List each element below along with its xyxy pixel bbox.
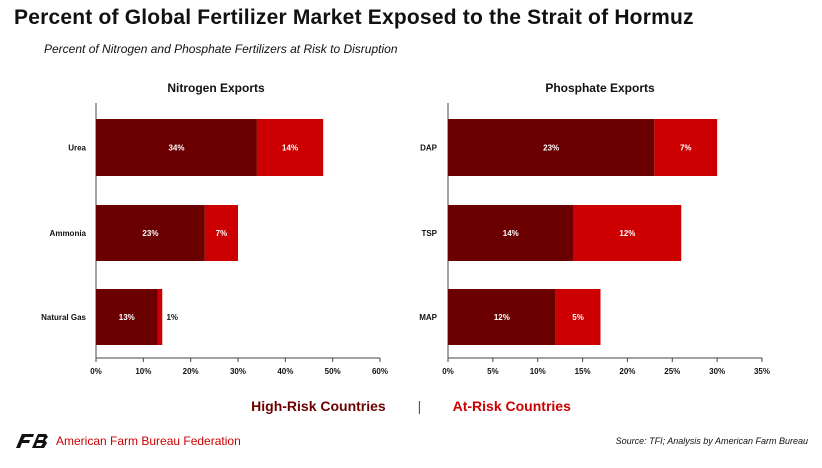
bar-at-risk [654,119,718,176]
x-tick-label: 15% [575,367,591,376]
x-tick-label: 40% [277,367,293,376]
bar-at-risk [157,289,163,345]
data-label: 7% [216,229,228,238]
bar-at-risk [573,205,682,261]
x-tick-label: 10% [530,367,546,376]
data-label: 13% [119,313,135,322]
legend-high-risk: High-Risk Countries [251,398,386,414]
footer-logo: FB American Farm Bureau Federation [14,433,241,449]
bar-high-risk [96,289,158,345]
bar-high-risk [96,205,205,261]
data-label: 5% [572,313,584,322]
bar-high-risk [448,119,655,176]
category-label: TSP [421,229,437,238]
data-label: 14% [282,144,298,153]
legend: High-Risk Countries | At-Risk Countries [0,398,822,414]
data-label: 7% [680,144,692,153]
legend-at-risk: At-Risk Countries [452,398,571,414]
data-label: 12% [619,229,635,238]
bar-at-risk [204,205,238,261]
data-label: 23% [142,229,158,238]
category-label: Ammonia [50,229,87,238]
category-label: Natural Gas [41,313,86,322]
bar-at-risk [256,119,324,176]
farm-bureau-logo-icon: FB [14,433,50,449]
x-tick-label: 30% [709,367,725,376]
panel-title: Nitrogen Exports [167,81,265,95]
category-label: Urea [68,144,86,153]
data-label: 34% [168,144,184,153]
data-label: 1% [166,313,178,322]
x-tick-label: 0% [90,367,102,376]
panel-title: Phosphate Exports [545,81,655,95]
chart-source: Source: TFI; Analysis by American Farm B… [615,436,808,446]
chart-subtitle: Percent of Nitrogen and Phosphate Fertil… [44,42,398,56]
x-tick-label: 35% [754,367,770,376]
bar-at-risk [555,289,601,345]
x-tick-label: 25% [664,367,680,376]
x-tick-label: 10% [135,367,151,376]
data-label: 12% [494,313,510,322]
data-label: 23% [543,144,559,153]
x-tick-label: 20% [619,367,635,376]
x-tick-label: 30% [230,367,246,376]
x-tick-label: 50% [325,367,341,376]
chart-title: Percent of Global Fertilizer Market Expo… [14,6,694,29]
footer-organization: American Farm Bureau Federation [56,434,241,448]
bar-high-risk [96,119,257,176]
x-tick-label: 5% [487,367,499,376]
bar-high-risk [448,205,574,261]
bar-high-risk [448,289,556,345]
category-label: MAP [419,313,437,322]
data-label: 14% [503,229,519,238]
category-label: DAP [420,144,438,153]
legend-separator: | [417,398,422,414]
x-tick-label: 0% [442,367,454,376]
x-tick-label: 60% [372,367,388,376]
x-tick-label: 20% [183,367,199,376]
